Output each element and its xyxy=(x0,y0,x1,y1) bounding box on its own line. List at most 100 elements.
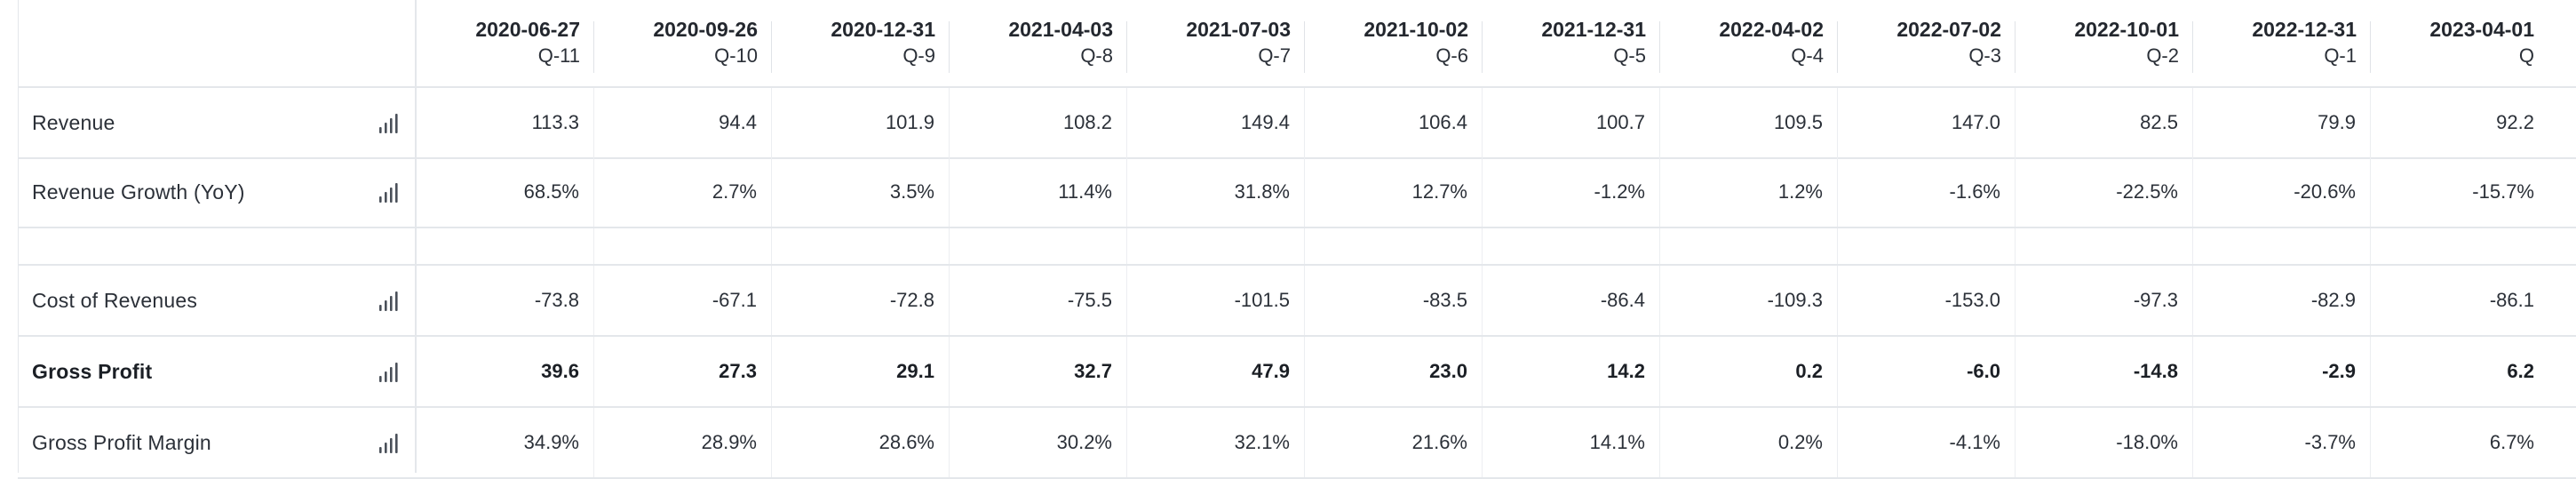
header-divider xyxy=(1837,21,1838,73)
column-header[interactable]: 2022-07-02 Q-3 xyxy=(1838,16,2015,73)
header-divider xyxy=(771,21,772,73)
column-header[interactable]: 2021-07-03 Q-7 xyxy=(1127,16,1305,73)
header-divider xyxy=(2192,21,2193,73)
table-cell: -109.3 xyxy=(1660,266,1838,335)
table-cell: 30.2% xyxy=(950,408,1127,477)
column-header[interactable]: 2020-12-31 Q-9 xyxy=(772,16,950,73)
column-date: 2021-10-02 xyxy=(1364,18,1468,41)
row-label: Gross Profit Margin xyxy=(32,431,211,454)
table-cell: -1.2% xyxy=(1483,157,1660,227)
table-cell: 32.7 xyxy=(950,337,1127,406)
table-cell: -86.4 xyxy=(1483,266,1660,335)
table-cell xyxy=(2193,228,2371,264)
table-cell: 79.9 xyxy=(2193,88,2371,157)
column-quarter: Q-6 xyxy=(1435,44,1468,67)
header-divider xyxy=(1659,21,1660,73)
table-cell: -6.0 xyxy=(1838,337,2015,406)
table-cell: 21.6% xyxy=(1305,408,1483,477)
table-cell: -1.6% xyxy=(1838,157,2015,227)
column-header[interactable]: 2021-10-02 Q-6 xyxy=(1305,16,1483,73)
table-cell: 100.7 xyxy=(1483,88,1660,157)
column-date: 2020-12-31 xyxy=(831,18,935,41)
table-left-border xyxy=(18,0,19,473)
table-cell xyxy=(2371,228,2548,264)
bar-chart-icon[interactable] xyxy=(378,183,399,203)
table-cell: -153.0 xyxy=(1838,266,2015,335)
table-cell xyxy=(417,228,594,264)
table-row: Gross Profit Margin 34.9% 28.9% 28.6% 30.2% 3… xyxy=(18,408,2576,479)
bar-chart-icon[interactable] xyxy=(378,291,399,311)
column-header[interactable]: 2021-04-03 Q-8 xyxy=(950,16,1127,73)
column-header[interactable]: 2022-10-01 Q-2 xyxy=(2015,16,2193,73)
label-column-divider xyxy=(415,0,417,473)
table-cell xyxy=(594,228,772,264)
header-divider xyxy=(949,21,950,73)
bar-chart-icon[interactable] xyxy=(378,434,399,453)
table-row: Cost of Revenues -73.8 -67.1 -72.8 -75.5 -101… xyxy=(18,266,2576,337)
table-cell: 149.4 xyxy=(1127,88,1305,157)
table-row: Gross Profit 39.6 27.3 29.1 32.7 47.9 23.0 14.2… xyxy=(18,337,2576,408)
column-header[interactable]: 2022-12-31 Q-1 xyxy=(2193,16,2371,73)
table-cell: 14.2 xyxy=(1483,337,1660,406)
table-cell: -22.5% xyxy=(2015,157,2193,227)
header-divider xyxy=(2370,21,2371,73)
table-cell: 0.2% xyxy=(1660,408,1838,477)
column-quarter: Q-10 xyxy=(714,44,758,67)
column-quarter: Q xyxy=(2518,44,2534,67)
table-row: Revenue Growth (YoY) 68.5% 2.7% 3.5% 11.4% 31… xyxy=(18,157,2576,228)
table-cell: 82.5 xyxy=(2015,88,2193,157)
bar-chart-icon[interactable] xyxy=(378,114,399,133)
column-quarter: Q-5 xyxy=(1613,44,1646,67)
column-date: 2021-12-31 xyxy=(1541,18,1646,41)
column-quarter: Q-8 xyxy=(1080,44,1113,67)
table-cell: 106.4 xyxy=(1305,88,1483,157)
column-quarter: Q-1 xyxy=(2324,44,2357,67)
table-cell: 2.7% xyxy=(594,157,772,227)
table-cell: 29.1 xyxy=(772,337,950,406)
column-date: 2022-04-02 xyxy=(1719,18,1824,41)
table-cell xyxy=(772,228,950,264)
table-cell: 68.5% xyxy=(417,157,594,227)
column-header[interactable]: 2021-12-31 Q-5 xyxy=(1483,16,1660,73)
column-date: 2020-09-26 xyxy=(653,18,758,41)
column-header[interactable]: 2022-04-02 Q-4 xyxy=(1660,16,1838,73)
table-cell: -101.5 xyxy=(1127,266,1305,335)
row-label: Revenue Growth (YoY) xyxy=(32,180,245,204)
table-cell: 0.2 xyxy=(1660,337,1838,406)
column-date: 2022-07-02 xyxy=(1896,18,2001,41)
column-date: 2022-10-01 xyxy=(2074,18,2179,41)
table-cell: 11.4% xyxy=(950,157,1127,227)
column-quarter: Q-4 xyxy=(1791,44,1824,67)
column-header[interactable]: 2023-04-01 Q xyxy=(2371,16,2548,69)
table-cell: 6.2 xyxy=(2507,360,2534,382)
table-cell xyxy=(1660,228,1838,264)
table-cell xyxy=(1305,228,1483,264)
column-quarter: Q-3 xyxy=(1968,44,2001,67)
column-header[interactable]: 2020-09-26 Q-10 xyxy=(594,16,772,73)
table-cell xyxy=(2015,228,2193,264)
table-cell: -72.8 xyxy=(772,266,950,335)
column-date: 2023-04-01 xyxy=(2429,18,2534,41)
bar-chart-icon[interactable] xyxy=(378,363,399,382)
header-divider xyxy=(1304,21,1305,73)
row-label: Revenue xyxy=(32,111,115,134)
table-cell: -82.9 xyxy=(2193,266,2371,335)
table-cell: 31.8% xyxy=(1127,157,1305,227)
table-cell: -2.9 xyxy=(2193,337,2371,406)
column-quarter: Q-2 xyxy=(2146,44,2179,67)
column-header[interactable]: 2020-06-27 Q-11 xyxy=(417,16,594,73)
table-cell: 6.7% xyxy=(2489,431,2534,453)
table-cell xyxy=(950,228,1127,264)
column-date: 2021-07-03 xyxy=(1186,18,1291,41)
table-cell xyxy=(1838,228,2015,264)
table-cell: -75.5 xyxy=(950,266,1127,335)
table-cell: 92.2 xyxy=(2496,111,2534,133)
row-label: Cost of Revenues xyxy=(32,289,198,312)
table-cell: -67.1 xyxy=(594,266,772,335)
table-cell: 27.3 xyxy=(594,337,772,406)
table-cell: 94.4 xyxy=(594,88,772,157)
table-cell xyxy=(1127,228,1305,264)
table-cell: -4.1% xyxy=(1838,408,2015,477)
table-cell: 101.9 xyxy=(772,88,950,157)
table-cell: 113.3 xyxy=(417,88,594,157)
